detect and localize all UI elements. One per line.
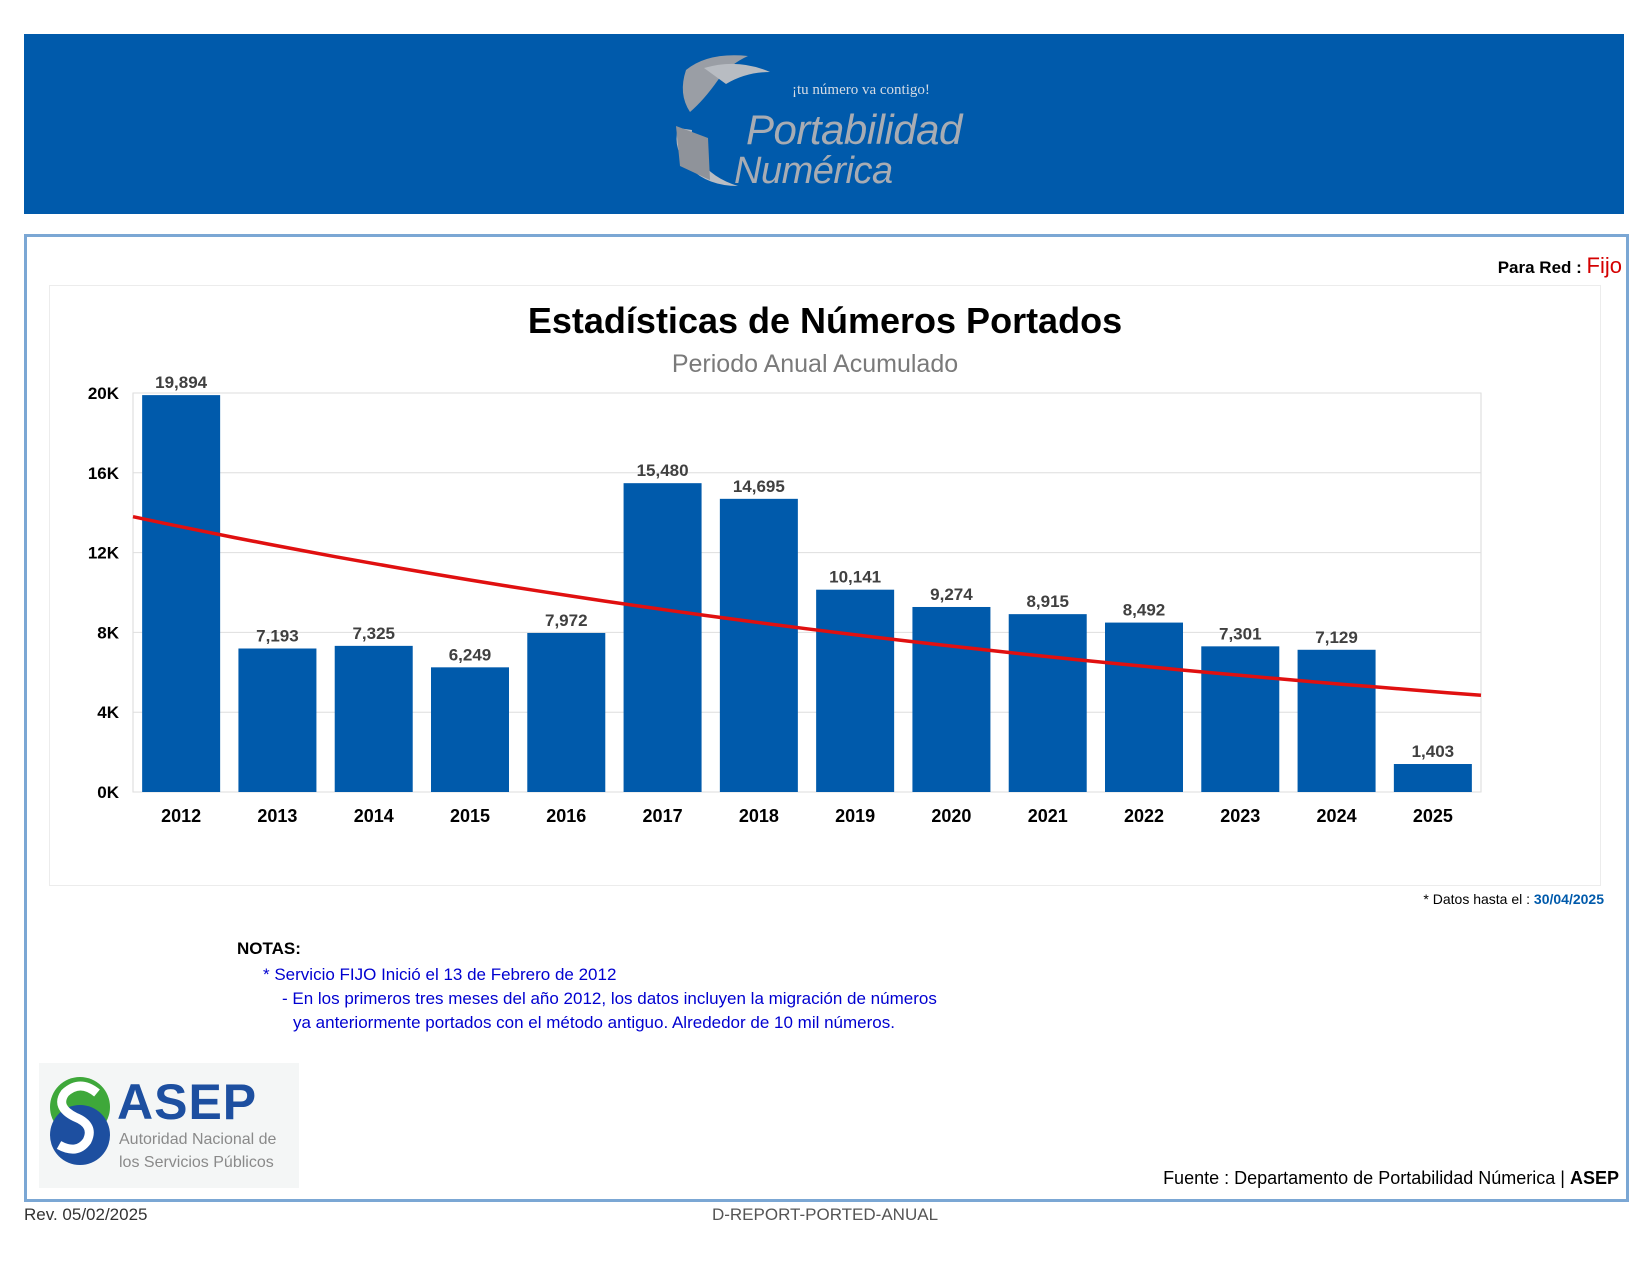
bar-value-label: 7,972 — [545, 611, 588, 630]
bar-value-label: 7,193 — [256, 626, 299, 645]
notes-heading: NOTAS: — [237, 939, 301, 958]
bar — [1008, 614, 1087, 792]
x-tick-label: 2024 — [1317, 806, 1357, 826]
network-separator: : — [1576, 258, 1582, 277]
bar — [1105, 622, 1183, 792]
bar-value-label: 10,141 — [829, 568, 881, 587]
x-tick-label: 2017 — [643, 806, 683, 826]
x-tick-label: 2022 — [1124, 806, 1164, 826]
x-tick-label: 2015 — [450, 806, 490, 826]
bar — [1393, 764, 1472, 792]
bar — [1201, 646, 1280, 792]
x-tick-label: 2019 — [835, 806, 875, 826]
x-tick-label: 2023 — [1220, 806, 1260, 826]
bar — [527, 632, 606, 792]
bar — [334, 645, 413, 792]
bar-value-label: 15,480 — [637, 461, 689, 480]
y-tick-label: 12K — [88, 544, 120, 563]
asep-logo: ASEP Autoridad Nacional de los Servicios… — [39, 1063, 299, 1188]
bar-value-label: 6,249 — [449, 645, 492, 664]
bar-value-label: 8,492 — [1123, 601, 1166, 620]
logo-slogan: ¡tu número va contigo! — [792, 82, 930, 98]
x-tick-label: 2016 — [546, 806, 586, 826]
chart-data-labels: 19,894 7,193 7,325 6,249 7,972 15,480 14,695 10… — [155, 373, 1454, 761]
y-tick-label: 0K — [97, 783, 119, 802]
bar-value-label: 7,301 — [1219, 624, 1262, 643]
bar — [142, 395, 221, 792]
chart-bars — [142, 395, 1472, 792]
note-line-3: ya anteriormente portados con el método … — [293, 1013, 895, 1032]
source-label: Fuente : Departamento de Portabilidad Nú… — [1163, 1168, 1565, 1188]
bar — [816, 589, 895, 792]
portabilidad-logo: ¡tu número va contigo! Portabilidad Numé… — [668, 50, 988, 200]
x-tick-label: 2013 — [257, 806, 297, 826]
source-org: ASEP — [1569, 1168, 1619, 1188]
bar — [912, 606, 991, 792]
chart-trendline — [132, 514, 1482, 697]
data-cutoff-label: * Datos hasta el : — [1423, 891, 1531, 907]
network-indicator: Para Red : Fijo — [1498, 253, 1622, 279]
bar-value-label: 14,695 — [733, 477, 785, 496]
trendline-path — [132, 514, 1482, 697]
document-id: D-REPORT-PORTED-ANUAL — [711, 1205, 939, 1224]
bar — [238, 648, 317, 792]
note-line-2: - En los primeros tres meses del año 201… — [282, 989, 937, 1008]
revision-date: Rev. 05/02/2025 — [24, 1205, 148, 1224]
chart-subtitle: Periodo Anual Acumulado — [672, 350, 958, 378]
bar-value-label: 1,403 — [1412, 742, 1455, 761]
asep-s-icon — [50, 1077, 110, 1165]
bar — [431, 667, 509, 792]
bar — [719, 498, 798, 792]
y-tick-label: 8K — [97, 623, 119, 642]
x-tick-label: 2012 — [161, 806, 201, 826]
logo-word-portabilidad: Portabilidad — [746, 106, 962, 153]
chart-axes: 0K 4K 8K 12K 16K 20K 2012 2013 2014 2015 2016 2017 2… — [88, 384, 1453, 826]
chart-title: Estadísticas de Números Portados — [528, 300, 1122, 341]
network-value: Fijo — [1586, 253, 1622, 278]
x-tick-label: 2018 — [739, 806, 779, 826]
data-cutoff-note: * Datos hasta el : 30/04/2025 — [1423, 891, 1604, 907]
bar-value-label: 19,894 — [155, 373, 208, 392]
x-tick-label: 2014 — [354, 806, 394, 826]
bar-value-label: 8,915 — [1026, 592, 1069, 611]
x-tick-label: 2021 — [1028, 806, 1068, 826]
y-tick-label: 16K — [88, 464, 120, 483]
bar — [623, 483, 702, 792]
y-tick-label: 4K — [97, 703, 119, 722]
source-note: Fuente : Departamento de Portabilidad Nú… — [1163, 1168, 1619, 1189]
bar-chart: Estadísticas de Números Portados Periodo… — [88, 300, 1482, 826]
header-banner — [24, 34, 1624, 214]
feather-icon — [676, 55, 770, 186]
x-tick-label: 2025 — [1413, 806, 1453, 826]
bar-value-label: 9,274 — [930, 585, 973, 604]
data-cutoff-date: 30/04/2025 — [1533, 891, 1604, 907]
bar-value-label: 7,325 — [352, 624, 395, 643]
x-tick-label: 2020 — [931, 806, 971, 826]
chart-container — [49, 285, 1601, 886]
network-label: Para Red — [1497, 258, 1572, 277]
bar — [1297, 649, 1376, 792]
note-line-1: * Servicio FIJO Inició el 13 de Febrero … — [263, 965, 617, 984]
logo-word-numerica: Numérica — [734, 150, 893, 192]
y-tick-label: 20K — [88, 384, 120, 403]
asep-subtitle-2: los Servicios Públicos — [119, 1154, 274, 1171]
asep-subtitle-1: Autoridad Nacional de — [119, 1131, 277, 1148]
bar-value-label: 7,129 — [1315, 628, 1358, 647]
asep-name: ASEP — [117, 1074, 258, 1130]
report-frame — [24, 234, 1629, 1202]
